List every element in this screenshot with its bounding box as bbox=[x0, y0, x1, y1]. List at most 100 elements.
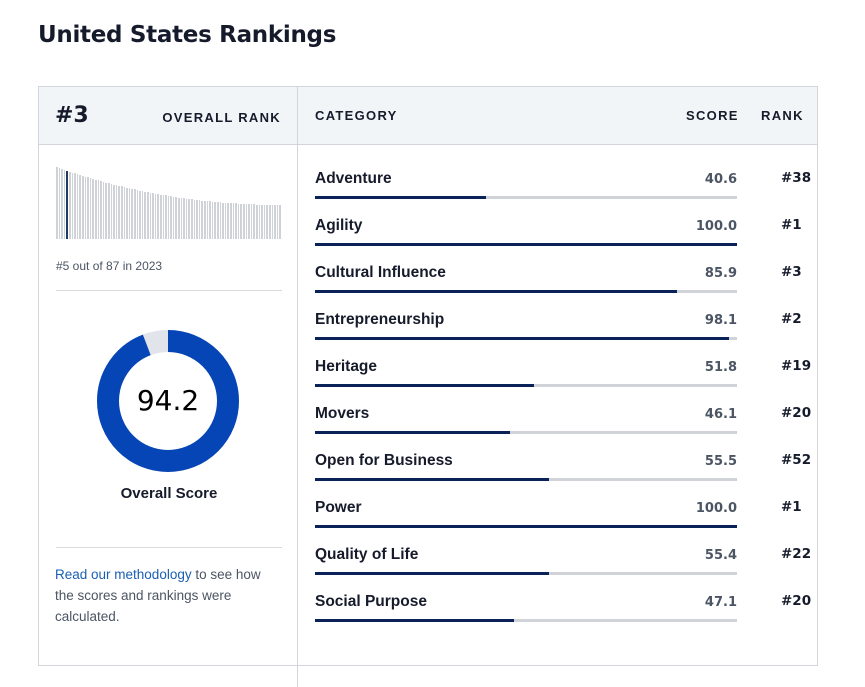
rank-bar bbox=[157, 194, 159, 239]
rank-history-text: #5 out of 87 in 2023 bbox=[56, 259, 163, 273]
rank-bar bbox=[154, 193, 157, 239]
score-bar-track bbox=[315, 619, 737, 622]
rank-bar bbox=[274, 205, 276, 239]
rank-bar bbox=[230, 203, 232, 239]
rank-bar bbox=[146, 192, 149, 239]
rank-bar bbox=[139, 190, 141, 239]
rank-bar bbox=[258, 204, 261, 239]
score-bar-fill bbox=[315, 619, 514, 622]
overall-score-donut: 94.2 bbox=[97, 330, 239, 472]
category-name: Entrepreneurship bbox=[315, 311, 445, 328]
rank-bar bbox=[266, 204, 268, 239]
category-score: 40.6 bbox=[704, 172, 737, 187]
rank-bar bbox=[248, 204, 250, 239]
rank-bar bbox=[126, 187, 128, 239]
rank-bar bbox=[113, 184, 115, 239]
category-row: Quality of Life 55.4 #22 bbox=[315, 545, 811, 592]
category-score: 51.8 bbox=[704, 360, 737, 375]
rank-bar bbox=[170, 196, 172, 239]
category-score: 55.4 bbox=[704, 548, 737, 563]
overall-score-value: 94.2 bbox=[136, 384, 200, 417]
overall-rank-number: #3 bbox=[55, 103, 89, 128]
score-bar-fill bbox=[315, 572, 549, 575]
rank-bar bbox=[209, 201, 211, 239]
rank-bar bbox=[196, 199, 198, 239]
category-rank: #20 bbox=[781, 593, 812, 609]
methodology-note: Read our methodology to see how the scor… bbox=[55, 564, 281, 627]
rank-bar bbox=[56, 167, 58, 239]
rank-bar bbox=[201, 200, 204, 239]
category-row: Adventure 40.6 #38 bbox=[315, 169, 811, 216]
rank-bar bbox=[198, 200, 201, 239]
category-rank: #19 bbox=[781, 358, 812, 374]
category-row: Social Purpose 47.1 #20 bbox=[315, 592, 811, 639]
category-row: Movers 46.1 #20 bbox=[315, 404, 811, 451]
rank-bar bbox=[243, 203, 245, 239]
category-row: Agility 100.0 #1 bbox=[315, 216, 805, 263]
rank-bar bbox=[217, 202, 219, 239]
rank-bar bbox=[79, 175, 81, 239]
rank-bar bbox=[107, 183, 110, 239]
rank-bar bbox=[227, 202, 230, 239]
rank-bar bbox=[61, 169, 63, 239]
rank-bar bbox=[94, 179, 97, 239]
rank-bar bbox=[149, 192, 152, 239]
rank-bar bbox=[250, 204, 253, 239]
category-score: 46.1 bbox=[704, 407, 737, 422]
category-name: Open for Business bbox=[315, 452, 453, 469]
category-name: Cultural Influence bbox=[315, 264, 446, 281]
rank-bar bbox=[193, 199, 196, 239]
rank-bar bbox=[152, 193, 154, 239]
score-bar-track bbox=[315, 431, 737, 434]
rank-bar bbox=[144, 191, 146, 239]
rank-bar bbox=[224, 202, 227, 239]
rankings-card: #3 OVERALL RANK CATEGORY SCORE RANK #5 o… bbox=[38, 86, 818, 687]
donut-fill bbox=[97, 330, 239, 472]
rank-bar bbox=[232, 203, 235, 239]
rank-bar bbox=[141, 191, 144, 239]
rank-bar bbox=[206, 201, 209, 239]
rank-bar bbox=[237, 203, 240, 239]
score-bar-track bbox=[315, 525, 737, 528]
rank-bar bbox=[235, 203, 237, 239]
category-rank: #38 bbox=[781, 170, 812, 186]
rank-bar bbox=[115, 185, 118, 239]
overall-score-label: Overall Score bbox=[120, 485, 218, 502]
category-rank: #20 bbox=[781, 405, 812, 421]
score-bar-track bbox=[315, 196, 737, 199]
methodology-link[interactable]: Read our methodology bbox=[55, 567, 192, 582]
rank-history-chart bbox=[56, 167, 282, 239]
rank-bar bbox=[219, 202, 222, 239]
rank-bar bbox=[276, 205, 279, 239]
rank-bar bbox=[110, 183, 113, 239]
category-name: Heritage bbox=[315, 358, 378, 375]
category-rank: #1 bbox=[781, 499, 802, 515]
rank-bar bbox=[76, 174, 79, 239]
category-name: Quality of Life bbox=[315, 546, 419, 563]
methodology-text: to see how the scores and rankings were … bbox=[55, 567, 261, 624]
rank-bar bbox=[102, 181, 105, 239]
score-bar-track bbox=[315, 337, 737, 340]
rank-bar bbox=[97, 180, 100, 239]
category-rank: #1 bbox=[781, 217, 802, 233]
score-bar-fill bbox=[315, 478, 550, 481]
category-name: Social Purpose bbox=[315, 593, 427, 610]
rank-bar bbox=[211, 201, 214, 239]
rank-bar bbox=[175, 197, 178, 239]
rank-bar bbox=[204, 200, 206, 239]
header-rank: RANK bbox=[761, 108, 804, 123]
category-rank: #22 bbox=[781, 546, 812, 562]
score-bar-fill bbox=[315, 243, 737, 246]
rank-bar bbox=[100, 181, 102, 239]
rank-bar bbox=[58, 168, 61, 239]
category-score: 85.9 bbox=[704, 266, 737, 281]
category-rank: #52 bbox=[781, 452, 812, 468]
rank-bar bbox=[178, 197, 180, 239]
rank-bar bbox=[279, 205, 281, 239]
rank-bar bbox=[271, 205, 274, 239]
score-bar-track bbox=[315, 243, 737, 246]
score-bar-fill bbox=[315, 431, 510, 434]
score-bar-fill bbox=[315, 525, 737, 528]
score-bar-track bbox=[315, 572, 737, 575]
rank-bar bbox=[162, 195, 165, 239]
